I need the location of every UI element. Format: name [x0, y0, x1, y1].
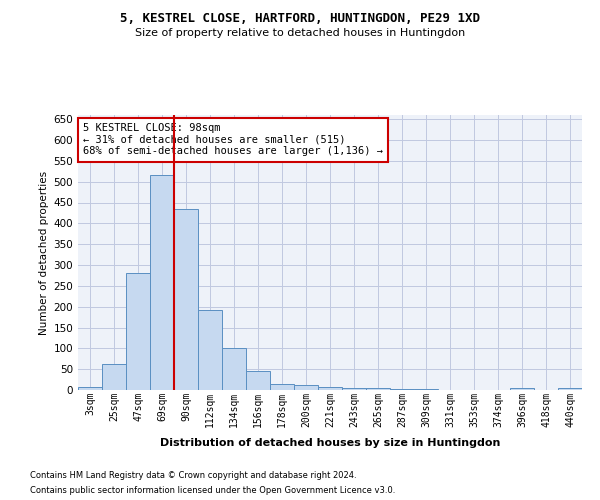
- Bar: [270, 384, 294, 390]
- Bar: [414, 389, 438, 390]
- Bar: [366, 388, 390, 390]
- Bar: [510, 388, 534, 390]
- Bar: [246, 371, 270, 390]
- Text: Distribution of detached houses by size in Huntingdon: Distribution of detached houses by size …: [160, 438, 500, 448]
- Bar: [222, 348, 246, 390]
- Bar: [390, 389, 414, 390]
- Text: Size of property relative to detached houses in Huntingdon: Size of property relative to detached ho…: [135, 28, 465, 38]
- Bar: [78, 386, 102, 390]
- Text: 5 KESTREL CLOSE: 98sqm
← 31% of detached houses are smaller (515)
68% of semi-de: 5 KESTREL CLOSE: 98sqm ← 31% of detached…: [83, 123, 383, 156]
- Bar: [174, 209, 198, 390]
- Bar: [150, 176, 174, 390]
- Bar: [294, 386, 318, 390]
- Text: 5, KESTREL CLOSE, HARTFORD, HUNTINGDON, PE29 1XD: 5, KESTREL CLOSE, HARTFORD, HUNTINGDON, …: [120, 12, 480, 26]
- Y-axis label: Number of detached properties: Number of detached properties: [39, 170, 49, 334]
- Bar: [126, 274, 150, 390]
- Bar: [318, 386, 342, 390]
- Bar: [558, 388, 582, 390]
- Bar: [102, 364, 126, 390]
- Text: Contains HM Land Registry data © Crown copyright and database right 2024.: Contains HM Land Registry data © Crown c…: [30, 471, 356, 480]
- Bar: [342, 388, 366, 390]
- Bar: [198, 310, 222, 390]
- Text: Contains public sector information licensed under the Open Government Licence v3: Contains public sector information licen…: [30, 486, 395, 495]
